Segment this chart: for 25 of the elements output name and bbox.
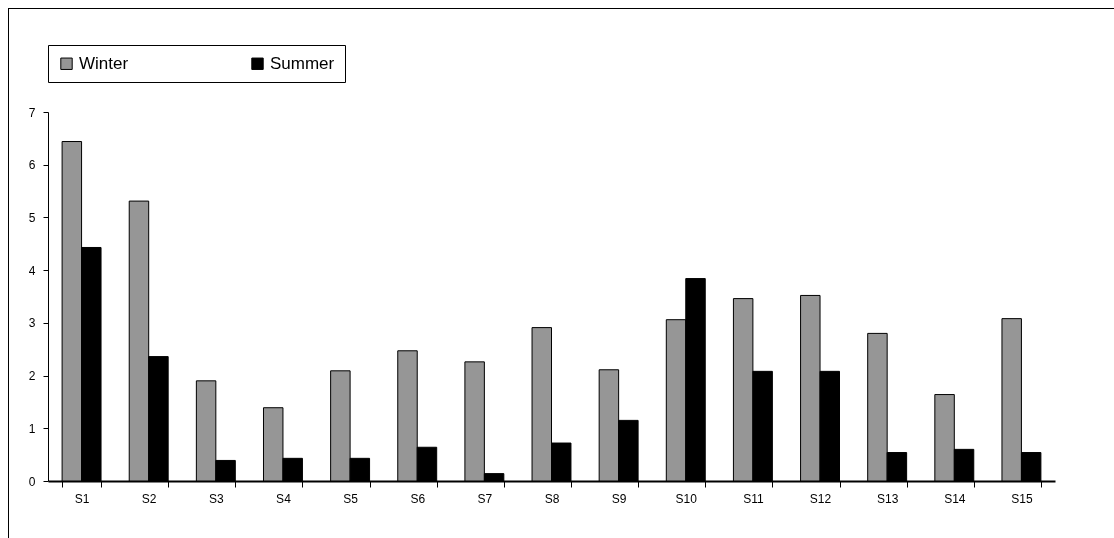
y-tick-label: 1 bbox=[28, 421, 36, 436]
y-tick-label: 6 bbox=[28, 158, 36, 173]
legend-label: Summer bbox=[270, 53, 335, 73]
x-tick-label: S12 bbox=[809, 491, 832, 506]
x-tick-label: S11 bbox=[743, 491, 764, 506]
y-tick-label: 5 bbox=[28, 210, 36, 225]
x-tick-label: S15 bbox=[1011, 491, 1033, 506]
y-tick-label: 3 bbox=[28, 316, 36, 331]
x-tick-label: S9 bbox=[611, 491, 627, 506]
legend-label: Winter bbox=[79, 53, 129, 73]
y-tick-label: 4 bbox=[28, 263, 36, 278]
x-tick-label: S13 bbox=[876, 491, 899, 506]
x-tick-label: S7 bbox=[477, 491, 493, 506]
y-tick-label: 2 bbox=[28, 369, 36, 384]
x-tick-label: S1 bbox=[74, 491, 90, 506]
x-tick-label: S4 bbox=[276, 491, 292, 506]
y-tick-label: 0 bbox=[28, 474, 36, 489]
x-tick-label: S5 bbox=[343, 491, 359, 506]
x-tick-label: S10 bbox=[675, 491, 698, 506]
y-tick-label: 7 bbox=[28, 105, 36, 120]
x-tick-label: S14 bbox=[944, 491, 966, 506]
x-tick-label: S8 bbox=[544, 491, 560, 506]
x-tick-label: S3 bbox=[208, 491, 224, 506]
x-tick-label: S6 bbox=[410, 491, 426, 506]
x-tick-label: S2 bbox=[141, 491, 157, 506]
